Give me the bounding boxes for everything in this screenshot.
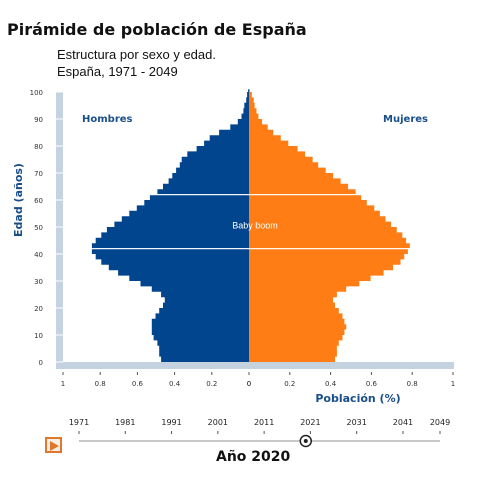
y-axis-label: Edad (años) bbox=[12, 163, 25, 237]
y-tick-label: 20 bbox=[34, 305, 43, 313]
y-tick-label: 30 bbox=[34, 278, 43, 286]
x-tick-label-right: 1 bbox=[451, 380, 455, 388]
mujeres-bars bbox=[249, 89, 410, 363]
year-slider[interactable]: 1971 1981 1991 2001 2011 2021 2031 2041 2049 bbox=[0, 410, 480, 450]
subtitle-line1: Estructura por sexo y edad. bbox=[57, 47, 216, 62]
y-tick-label: 0 bbox=[39, 359, 43, 367]
legend-hombres: Hombres bbox=[82, 114, 133, 125]
y-tick-label: 40 bbox=[34, 251, 43, 259]
slider-year-label: 2021 bbox=[300, 418, 320, 427]
slider-year-label: 2031 bbox=[347, 418, 367, 427]
y-tick-label: 80 bbox=[34, 143, 43, 151]
subtitle-line2: España, 1971 - 2049 bbox=[57, 64, 178, 79]
slider-year-label: 2041 bbox=[393, 418, 413, 427]
x-tick-label-right: 0.2 bbox=[284, 380, 295, 388]
year-label: Año 2020 bbox=[216, 449, 291, 465]
slider-year-label: 1971 bbox=[69, 418, 89, 427]
page-title: Pirámide de población de España bbox=[7, 20, 307, 39]
x-tick-label-right: 0 bbox=[247, 380, 251, 388]
y-tick-label: 50 bbox=[34, 224, 43, 232]
hombres-bars bbox=[91, 89, 250, 363]
x-tick-label-left: 0 bbox=[247, 380, 251, 388]
slider-year-label: 2049 bbox=[430, 418, 450, 427]
y-tick-label: 60 bbox=[34, 197, 43, 205]
x-tick-label-left: 0.2 bbox=[206, 380, 217, 388]
x-tick-label-left: 1 bbox=[61, 380, 65, 388]
x-axis-label: Población (%) bbox=[315, 392, 400, 405]
slider-year-label: 2001 bbox=[208, 418, 228, 427]
slider-handle-dot bbox=[303, 439, 308, 443]
legend-mujeres: Mujeres bbox=[383, 114, 428, 125]
play-icon bbox=[50, 441, 59, 451]
y-tick-label: 100 bbox=[30, 89, 43, 97]
x-tick-label-right: 0.6 bbox=[366, 380, 378, 388]
x-tick-label-right: 0.8 bbox=[407, 380, 418, 388]
slider-year-label: 2011 bbox=[254, 418, 274, 427]
x-axis-bar bbox=[56, 362, 454, 369]
slider-year-label: 1981 bbox=[115, 418, 135, 427]
y-tick-label: 10 bbox=[34, 332, 43, 340]
y-tick-label: 70 bbox=[34, 170, 43, 178]
x-tick-label-left: 0.4 bbox=[169, 380, 181, 388]
play-button[interactable] bbox=[45, 437, 62, 453]
slider-year-label: 1991 bbox=[161, 418, 181, 427]
y-tick-label: 90 bbox=[34, 116, 43, 124]
baby-boom-label: Baby boom bbox=[232, 220, 278, 230]
x-tick-label-right: 0.4 bbox=[325, 380, 337, 388]
x-tick-label-left: 0.6 bbox=[132, 380, 144, 388]
x-tick-label-left: 0.8 bbox=[95, 380, 106, 388]
